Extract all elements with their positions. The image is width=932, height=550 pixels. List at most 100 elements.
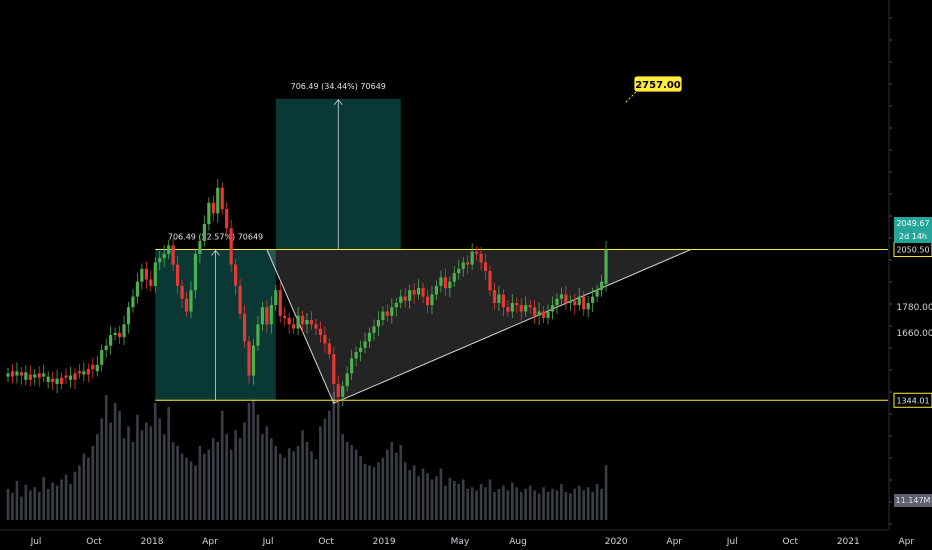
candle-body bbox=[287, 317, 291, 325]
candle-body bbox=[274, 290, 278, 306]
volume-bar bbox=[350, 445, 353, 520]
candle-body bbox=[292, 324, 296, 329]
volume-bar bbox=[42, 477, 46, 520]
time-axis: Jul Oct 2018 Apr Jul Oct 2019 May Aug 2020 Apr Jul O… bbox=[0, 529, 914, 547]
target-tag bbox=[633, 75, 683, 93]
candle-body bbox=[162, 253, 166, 259]
volume-bar bbox=[122, 438, 126, 520]
volume-bar bbox=[430, 479, 434, 520]
candle-body bbox=[229, 228, 233, 265]
candle-body bbox=[225, 209, 229, 229]
candle-body bbox=[537, 311, 541, 316]
candle-body bbox=[314, 324, 318, 329]
candle-body bbox=[399, 296, 403, 303]
time-tick-label: Aug bbox=[509, 537, 527, 547]
triangle-pattern bbox=[266, 249, 692, 404]
volume-bar bbox=[87, 457, 90, 520]
candle-body bbox=[220, 187, 224, 210]
volume-bar bbox=[69, 484, 72, 520]
volume-bar bbox=[292, 451, 295, 520]
candle-body bbox=[91, 364, 95, 370]
candle-body bbox=[15, 371, 19, 376]
volume-bar bbox=[91, 445, 95, 520]
candle-body bbox=[604, 249, 608, 284]
volume-bar bbox=[247, 403, 251, 520]
volume-bar bbox=[185, 457, 188, 520]
volume-bar bbox=[171, 442, 175, 520]
volume-bar bbox=[283, 457, 287, 520]
volume-bar bbox=[109, 422, 112, 520]
price-tag bbox=[894, 230, 932, 243]
candle-body bbox=[519, 305, 523, 312]
volume-bar bbox=[359, 456, 362, 520]
volume-bar bbox=[408, 470, 411, 520]
candle-body bbox=[247, 341, 251, 376]
candle-body bbox=[28, 374, 32, 380]
measure-arrowhead bbox=[211, 249, 220, 256]
candle-body bbox=[367, 332, 372, 342]
volume-bar bbox=[390, 442, 394, 520]
volume-bar bbox=[542, 487, 545, 520]
candle-body bbox=[135, 281, 140, 297]
candle-body bbox=[180, 285, 184, 299]
volume-bar bbox=[448, 477, 452, 520]
volume-bar bbox=[502, 485, 505, 520]
candle-body bbox=[550, 305, 555, 312]
candle-body bbox=[416, 288, 421, 295]
candle-body bbox=[144, 268, 148, 280]
volume-bar bbox=[381, 457, 385, 520]
candle-body bbox=[68, 375, 73, 380]
time-tick-label: May bbox=[451, 537, 470, 547]
candle-body bbox=[470, 251, 474, 265]
volume-bar bbox=[421, 468, 425, 520]
candle-body bbox=[439, 277, 443, 286]
time-tick-label: Oct bbox=[318, 537, 334, 547]
volume-bar bbox=[46, 488, 50, 520]
candle-body bbox=[37, 373, 41, 378]
candle-body bbox=[421, 288, 425, 297]
candle-body bbox=[497, 294, 501, 303]
candle-body bbox=[524, 305, 528, 312]
candle-body bbox=[385, 311, 389, 316]
candle-body bbox=[528, 305, 532, 308]
volume-bar bbox=[296, 445, 300, 520]
volume-bar bbox=[524, 488, 528, 520]
candle-body bbox=[189, 290, 193, 312]
time-tick-label: Oct bbox=[86, 537, 102, 547]
candle-body bbox=[363, 341, 367, 348]
candle-body bbox=[153, 262, 157, 286]
candle-body bbox=[586, 302, 590, 310]
volume-bar bbox=[528, 485, 532, 520]
volume-bar bbox=[386, 449, 389, 520]
candle-body bbox=[300, 315, 305, 325]
candle-body bbox=[372, 326, 376, 333]
candle-body bbox=[6, 373, 10, 377]
volume-bar bbox=[37, 491, 41, 520]
volume-bar bbox=[403, 462, 407, 520]
candle-body bbox=[354, 352, 358, 359]
candle-body bbox=[510, 302, 514, 312]
candle-body bbox=[591, 296, 595, 303]
target-pointer bbox=[625, 91, 637, 103]
volume-bar bbox=[234, 430, 237, 520]
volume-bar bbox=[24, 484, 28, 520]
volume-bar bbox=[270, 438, 273, 520]
volume-bar bbox=[220, 410, 224, 520]
volume-bar bbox=[354, 449, 358, 520]
candle-body bbox=[122, 324, 126, 338]
measure-label: 706.49 (34.44%) 70649 bbox=[291, 82, 386, 91]
candle-body bbox=[86, 369, 90, 375]
candle-body bbox=[269, 305, 273, 325]
time-tick-label: Apr bbox=[202, 537, 218, 547]
candle-body bbox=[412, 290, 416, 295]
volume-bar bbox=[95, 434, 99, 520]
volume-bar bbox=[555, 490, 559, 520]
volume-bar bbox=[484, 487, 487, 520]
measure-arrowhead bbox=[333, 99, 343, 106]
candle-body bbox=[73, 373, 77, 380]
candle-body bbox=[234, 264, 238, 286]
candle-body bbox=[305, 320, 309, 325]
candle-body bbox=[46, 376, 50, 382]
volume-bar bbox=[314, 459, 318, 520]
